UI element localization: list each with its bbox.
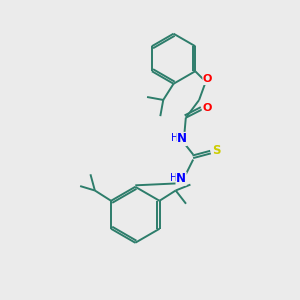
Text: H: H (171, 134, 178, 143)
Text: S: S (212, 144, 221, 157)
Text: O: O (202, 103, 212, 113)
Text: O: O (203, 74, 212, 85)
Text: N: N (177, 133, 187, 146)
Text: N: N (176, 172, 186, 185)
Text: H: H (170, 173, 178, 183)
